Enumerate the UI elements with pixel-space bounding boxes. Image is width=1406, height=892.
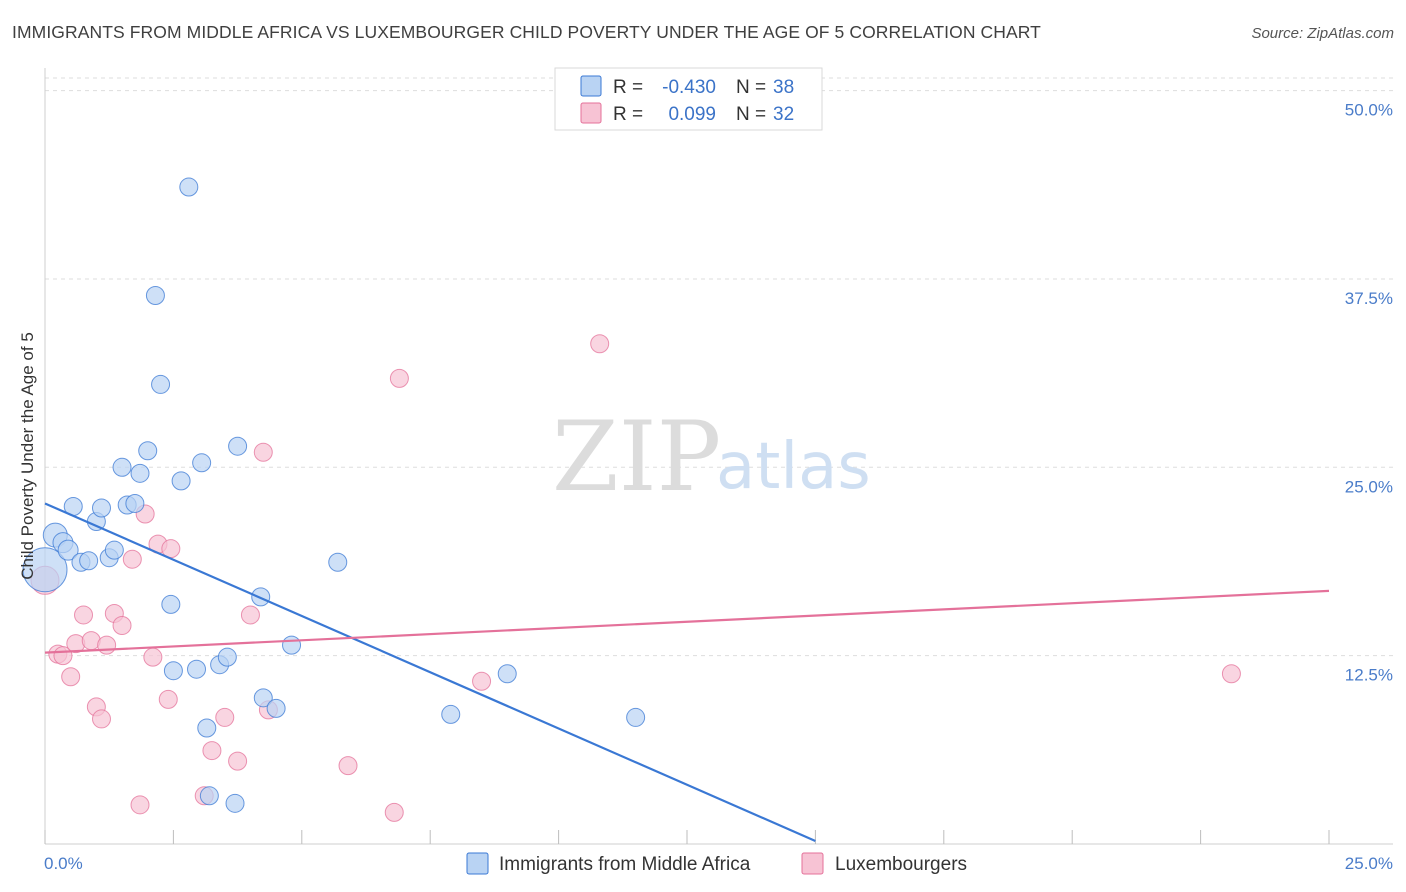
scatter-point-immigrants-middle-africa[interactable] <box>22 547 68 593</box>
scatter-point-immigrants-middle-africa[interactable] <box>199 786 219 806</box>
scatter-point-luxembourgers[interactable] <box>202 741 222 761</box>
series-immigrants-middle-africa-points <box>22 177 646 813</box>
scatter-point-luxembourgers[interactable] <box>590 334 610 354</box>
chart-title: IMMIGRANTS FROM MIDDLE AFRICA VS LUXEMBO… <box>12 22 1041 42</box>
scatter-point-luxembourgers[interactable] <box>122 549 142 569</box>
scatter-point-immigrants-middle-africa[interactable] <box>91 498 111 518</box>
legend-n-label-1: N = <box>736 77 766 98</box>
scatter-point-immigrants-middle-africa[interactable] <box>228 436 248 456</box>
scatter-point-luxembourgers[interactable] <box>228 751 248 771</box>
scatter-point-luxembourgers[interactable] <box>130 795 150 815</box>
legend-bottom: Immigrants from Middle Africa Luxembourg… <box>466 852 967 875</box>
scatter-point-luxembourgers[interactable] <box>91 709 111 729</box>
scatter-point-immigrants-middle-africa[interactable] <box>130 463 150 483</box>
legend-top: R = -0.430 N = 38 R = 0.099 N = 32 <box>554 67 823 131</box>
trendline-luxembourgers <box>44 589 1330 654</box>
scatter-point-immigrants-middle-africa[interactable] <box>179 177 199 197</box>
y-tick-label: 50.0% <box>1345 101 1393 120</box>
legend-r-label-2: R = <box>613 104 643 125</box>
scatter-point-immigrants-middle-africa[interactable] <box>161 594 181 614</box>
scatter-point-immigrants-middle-africa[interactable] <box>253 688 273 708</box>
scatter-point-immigrants-middle-africa[interactable] <box>217 647 237 667</box>
scatter-point-immigrants-middle-africa[interactable] <box>112 457 132 477</box>
trendline-immigrants-middle-africa <box>44 502 816 842</box>
y-tick-label: 25.0% <box>1345 477 1393 496</box>
y-axis-title: Child Poverty Under the Age of 5 <box>18 332 37 580</box>
y-tick-label: 37.5% <box>1345 289 1393 308</box>
scatter-point-luxembourgers[interactable] <box>61 667 81 687</box>
scatter-point-luxembourgers[interactable] <box>215 707 235 727</box>
y-tick-label: 12.5% <box>1345 666 1393 685</box>
legend-n-label-2: N = <box>736 104 766 125</box>
legend-bottom-label-blue[interactable]: Immigrants from Middle Africa <box>499 854 751 875</box>
scatter-point-immigrants-middle-africa[interactable] <box>266 698 286 718</box>
legend-bottom-swatch-pink[interactable] <box>801 852 824 875</box>
y-tick-labels: 12.5% 25.0% 37.5% 50.0% <box>1345 101 1393 685</box>
scatter-point-luxembourgers[interactable] <box>384 802 404 822</box>
scatter-point-immigrants-middle-africa[interactable] <box>225 793 245 813</box>
scatter-point-immigrants-middle-africa[interactable] <box>163 661 183 681</box>
x-tick-label-min: 0.0% <box>44 854 83 873</box>
legend-r-value-2: 0.099 <box>668 104 716 125</box>
legend-swatch-pink <box>580 102 602 124</box>
scatter-point-immigrants-middle-africa[interactable] <box>282 635 302 655</box>
scatter-point-luxembourgers[interactable] <box>158 689 178 709</box>
scatter-point-immigrants-middle-africa[interactable] <box>197 718 217 738</box>
scatter-point-luxembourgers[interactable] <box>389 368 409 388</box>
scatter-point-immigrants-middle-africa[interactable] <box>145 286 165 306</box>
scatter-point-luxembourgers[interactable] <box>74 605 94 625</box>
scatter-point-luxembourgers[interactable] <box>97 635 117 655</box>
chart-source[interactable]: Source: ZipAtlas.com <box>1251 25 1394 42</box>
scatter-point-luxembourgers[interactable] <box>338 756 358 776</box>
legend-n-value-1: 38 <box>773 77 794 98</box>
scatter-point-immigrants-middle-africa[interactable] <box>187 659 207 679</box>
axes <box>44 68 1393 845</box>
scatter-point-luxembourgers[interactable] <box>253 442 273 462</box>
scatter-point-luxembourgers[interactable] <box>143 647 163 667</box>
scatter-point-luxembourgers[interactable] <box>472 671 492 691</box>
scatter-point-immigrants-middle-africa[interactable] <box>151 374 171 394</box>
scatter-point-immigrants-middle-africa[interactable] <box>57 539 79 561</box>
x-ticks <box>44 830 1330 844</box>
legend-n-value-2: 32 <box>773 104 794 125</box>
scatter-point-luxembourgers[interactable] <box>112 616 132 636</box>
scatter-point-immigrants-middle-africa[interactable] <box>79 551 99 571</box>
scatter-point-immigrants-middle-africa[interactable] <box>497 664 517 684</box>
scatter-point-immigrants-middle-africa[interactable] <box>626 707 646 727</box>
scatter-point-immigrants-middle-africa[interactable] <box>104 540 124 560</box>
x-tick-label-max: 25.0% <box>1345 854 1393 873</box>
legend-bottom-swatch-blue[interactable] <box>466 852 489 875</box>
trendlines <box>44 502 1330 842</box>
scatter-point-immigrants-middle-africa[interactable] <box>328 552 348 572</box>
watermark: ZIP atlas <box>552 401 871 513</box>
scatter-point-immigrants-middle-africa[interactable] <box>125 493 145 513</box>
legend-swatch-blue <box>580 75 602 97</box>
gridlines <box>45 77 1393 657</box>
watermark-atlas: atlas <box>716 430 871 504</box>
scatter-point-immigrants-middle-africa[interactable] <box>441 704 461 724</box>
scatter-point-immigrants-middle-africa[interactable] <box>171 471 191 491</box>
legend-r-label-1: R = <box>613 77 643 98</box>
legend-bottom-label-pink[interactable]: Luxembourgers <box>835 854 967 875</box>
watermark-zip: ZIP <box>552 401 721 513</box>
scatter-point-immigrants-middle-africa[interactable] <box>138 441 158 461</box>
scatter-point-immigrants-middle-africa[interactable] <box>192 453 212 473</box>
legend-r-value-1: -0.430 <box>662 77 716 98</box>
scatter-point-luxembourgers[interactable] <box>1221 664 1241 684</box>
scatter-point-luxembourgers[interactable] <box>240 605 260 625</box>
